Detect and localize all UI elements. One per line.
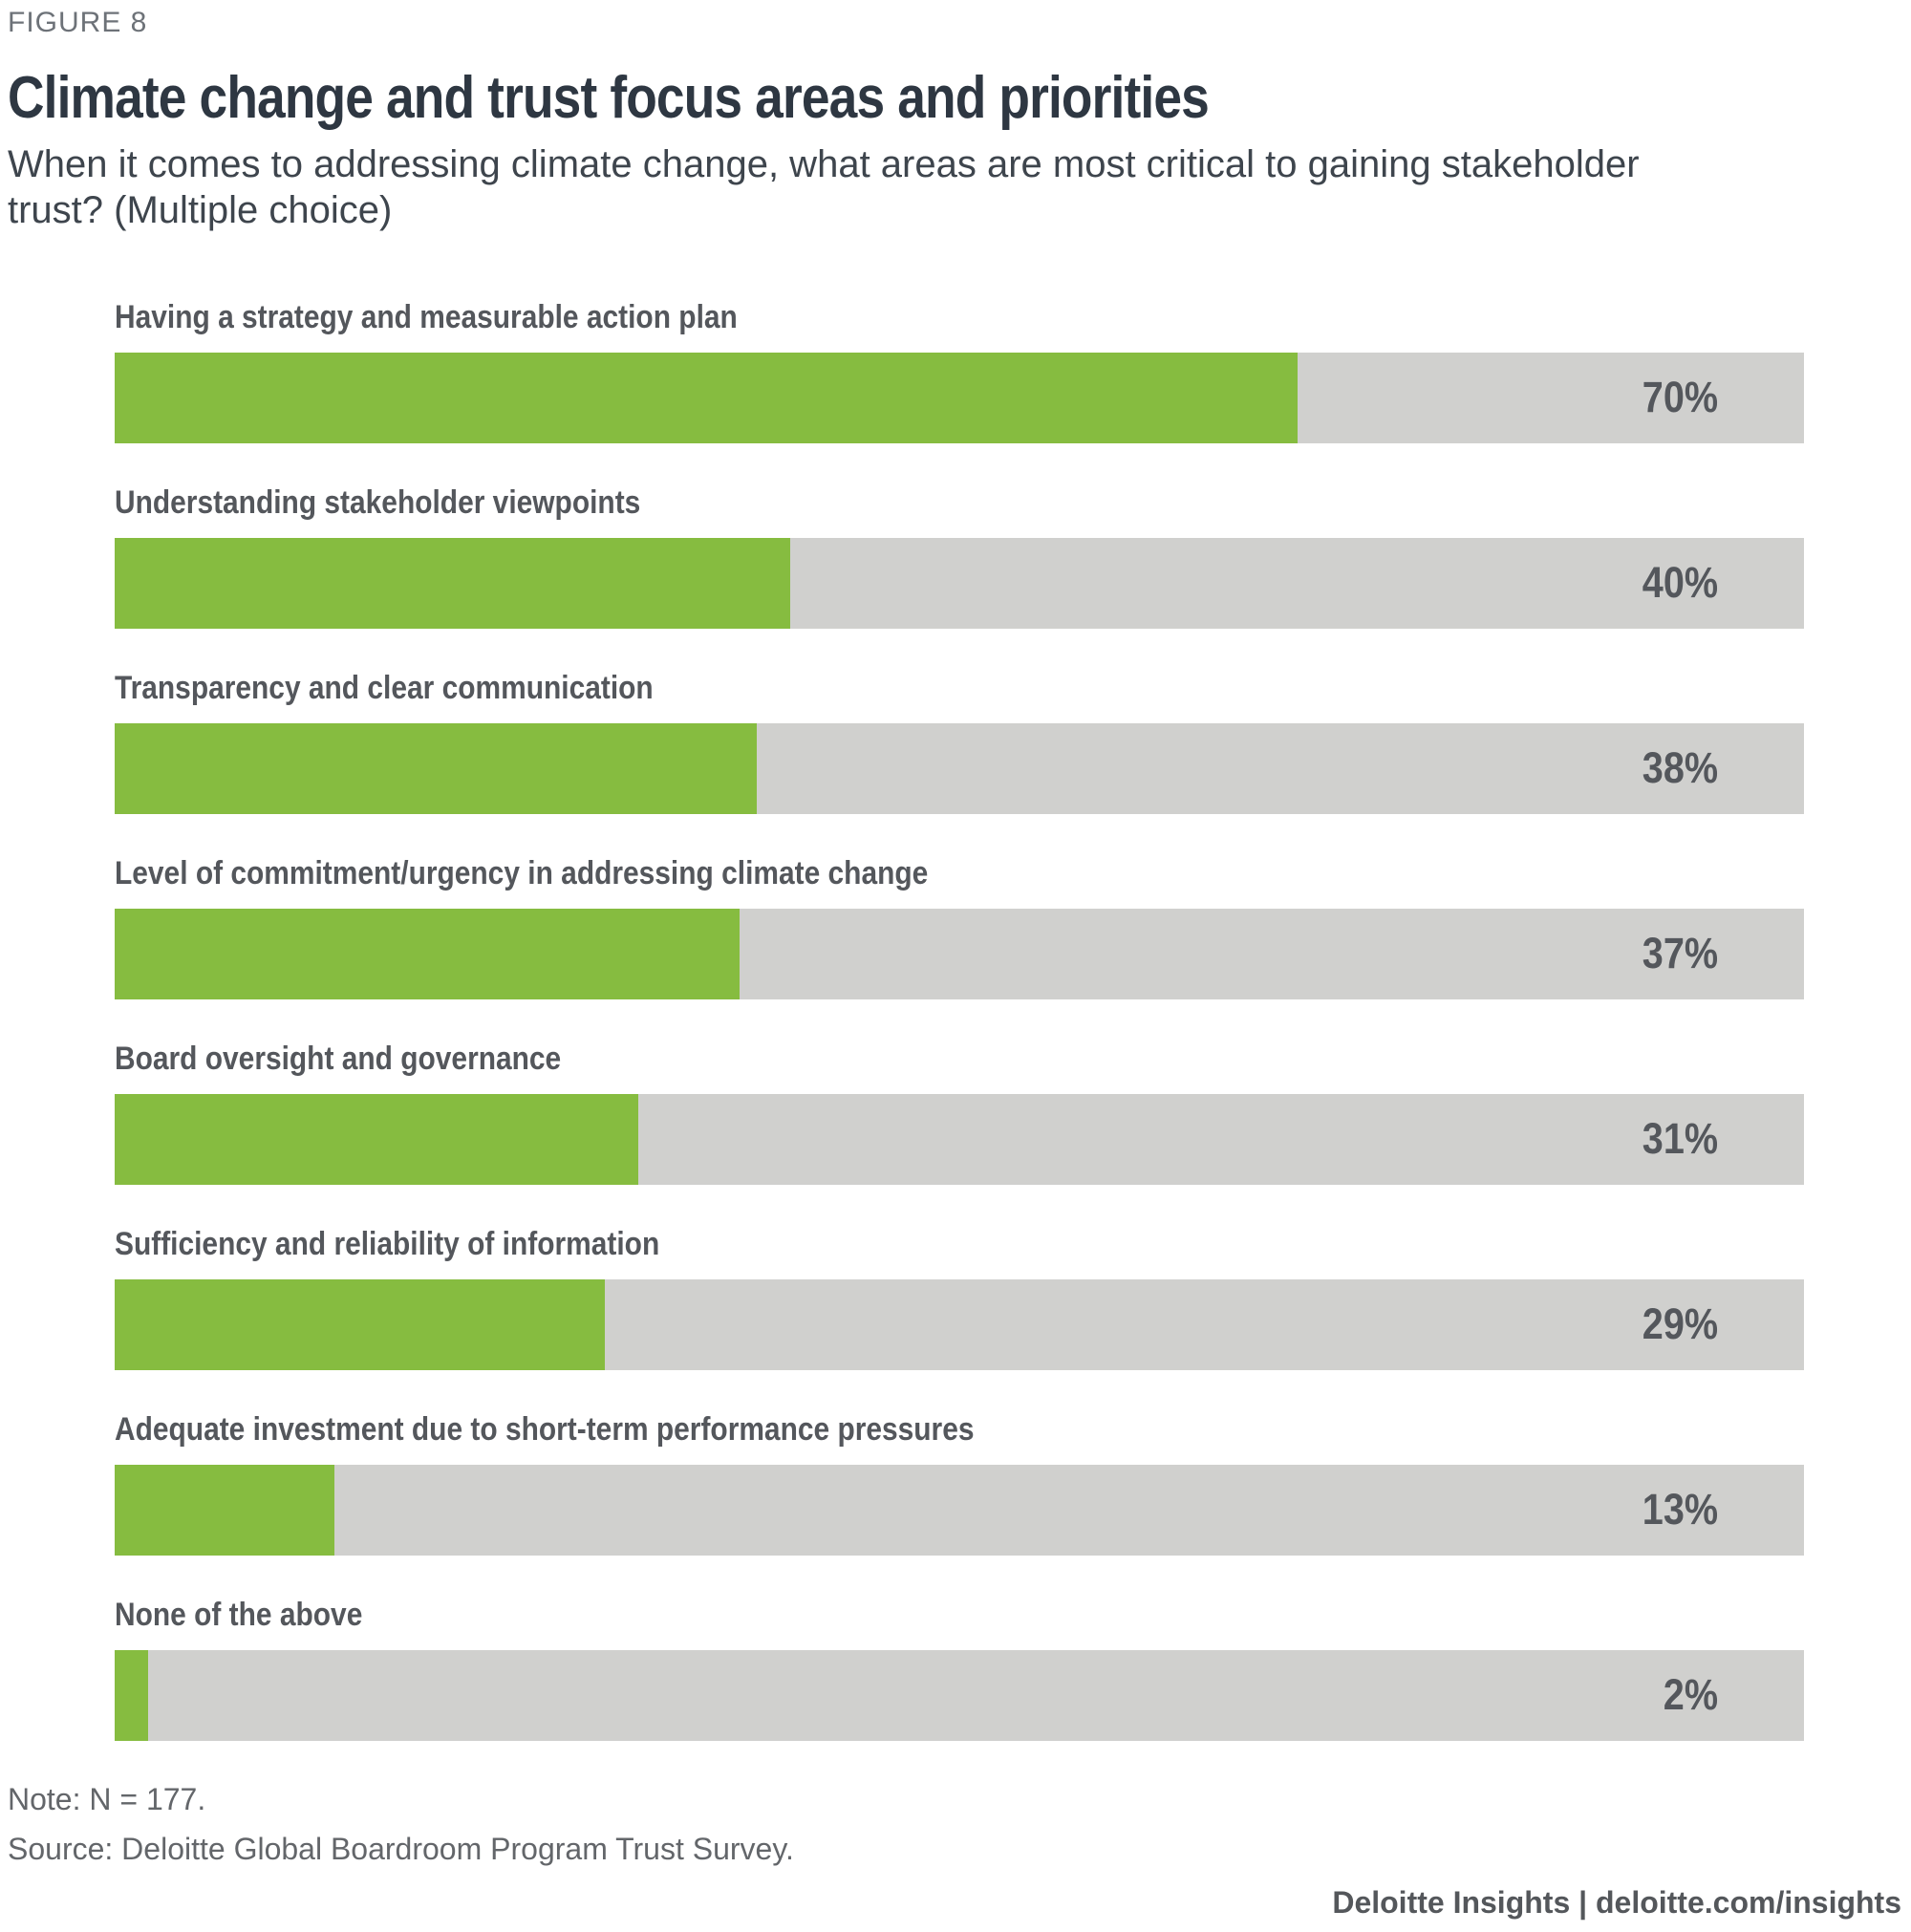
bar-track: 2% [115, 1650, 1804, 1741]
bar-chart: Having a strategy and measurable action … [115, 298, 1804, 1741]
note-text: Note: N = 177. [8, 1782, 206, 1816]
bar-fill [115, 1094, 639, 1185]
chart-row: Level of commitment/urgency in addressin… [115, 854, 1804, 999]
bar-fill [115, 1465, 334, 1556]
bar-track: 31% [115, 1094, 1804, 1185]
bar-category-label: Transparency and clear communication [115, 670, 654, 706]
chart-row: Adequate investment due to short-term pe… [115, 1410, 1804, 1556]
bar-value-label: 29% [1642, 1299, 1718, 1348]
bar-fill [115, 538, 791, 629]
bar-track: 70% [115, 353, 1804, 443]
chart-row: None of the above 2% [115, 1596, 1804, 1741]
bar-value-label: 38% [1642, 742, 1718, 792]
bar-track: 38% [115, 723, 1804, 814]
bar-track: 13% [115, 1465, 1804, 1556]
bar-value-label: 13% [1642, 1484, 1718, 1534]
chart-row: Having a strategy and measurable action … [115, 298, 1804, 443]
bar-category-label: Understanding stakeholder viewpoints [115, 484, 641, 521]
chart-row: Sufficiency and reliability of informati… [115, 1225, 1804, 1370]
bar-fill [115, 353, 1298, 443]
chart-title: Climate change and trust focus areas and… [8, 65, 1210, 131]
bar-track: 40% [115, 538, 1804, 629]
chart-row: Board oversight and governance 31% [115, 1040, 1804, 1185]
bar-value-label: 2% [1663, 1669, 1718, 1719]
bar-track: 29% [115, 1279, 1804, 1370]
bar-value-label: 37% [1642, 928, 1718, 977]
bar-category-label: Having a strategy and measurable action … [115, 299, 738, 335]
bar-category-label: Board oversight and governance [115, 1041, 562, 1077]
bar-fill [115, 1650, 149, 1741]
bar-value-label: 40% [1642, 557, 1718, 607]
deloitte-insights-footer: Deloitte Insights | deloitte.com/insight… [1332, 1885, 1901, 1920]
bar-track: 37% [115, 909, 1804, 999]
bar-fill [115, 723, 757, 814]
bar-fill [115, 909, 741, 999]
bar-fill [115, 1279, 605, 1370]
footnotes: Note: N = 177. Source: Deloitte Global B… [8, 1781, 1911, 1867]
bar-category-label: Adequate investment due to short-term pe… [115, 1411, 975, 1448]
bar-category-label: Level of commitment/urgency in addressin… [115, 855, 929, 891]
bar-value-label: 31% [1642, 1113, 1718, 1163]
figure-number-label: FIGURE 8 [8, 7, 148, 38]
source-text: Source: Deloitte Global Boardroom Progra… [8, 1832, 794, 1866]
chart-subtitle: When it comes to addressing climate chan… [8, 143, 1640, 231]
bar-category-label: None of the above [115, 1597, 363, 1633]
chart-row: Transparency and clear communication 38% [115, 669, 1804, 814]
bar-category-label: Sufficiency and reliability of informati… [115, 1226, 660, 1262]
bar-value-label: 70% [1642, 372, 1718, 421]
chart-row: Understanding stakeholder viewpoints 40% [115, 483, 1804, 629]
